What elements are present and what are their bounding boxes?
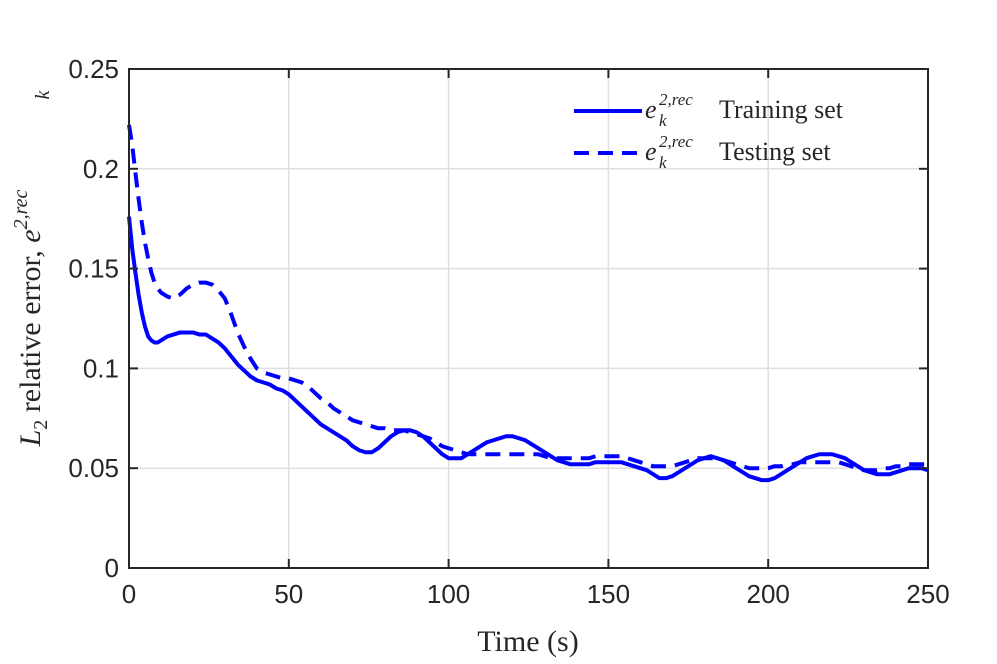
- legend-item-testing: e 2,rec k Testing set: [574, 132, 831, 172]
- series-line-testing: [127, 124, 928, 473]
- x-tick-label: 250: [906, 579, 949, 609]
- y-axis-title: L2 relative error, e2,rec k: [10, 89, 54, 447]
- legend: e 2,rec k Training set e 2,rec k Testing set: [574, 90, 844, 172]
- y-tick-label: 0.2: [83, 154, 119, 184]
- tick-labels: 0 50 100 150 200 250 0 0.05 0.1 0.15 0.2 0.25: [68, 54, 949, 609]
- y-axis-prefix: L: [14, 430, 47, 448]
- axes-box: [128, 68, 929, 569]
- axes: [128, 68, 929, 569]
- grid: [129, 69, 928, 568]
- legend-item-training: e 2,rec k Training set: [574, 90, 844, 130]
- x-tick-label: 50: [274, 579, 303, 609]
- y-tick-label: 0.05: [68, 453, 119, 483]
- y-tick-label: 0.25: [68, 54, 119, 84]
- x-tick-label: 150: [587, 579, 630, 609]
- y-axis-prefix-subscript: 2: [30, 420, 52, 430]
- y-axis-text: relative error,: [14, 243, 47, 420]
- y-axis-symbol-subscript: k: [32, 89, 54, 99]
- plot-area: [129, 69, 928, 568]
- legend-label-testing: e 2,rec k Testing set: [645, 132, 831, 172]
- y-axis-symbol-superscript: 2,rec: [10, 189, 32, 229]
- y-axis-title-text: L2 relative error, e2,rec k: [10, 89, 54, 447]
- x-tick-label: 100: [427, 579, 470, 609]
- y-tick-label: 0.1: [83, 353, 119, 383]
- x-tick-label: 200: [747, 579, 790, 609]
- y-tick-label: 0.15: [68, 254, 119, 284]
- y-tick-label: 0: [105, 553, 119, 583]
- series-line-training: [127, 216, 929, 483]
- x-tick-label: 0: [122, 579, 136, 609]
- legend-label-training: e 2,rec k Training set: [645, 90, 844, 130]
- y-axis-symbol: e: [14, 229, 47, 242]
- x-axis-title: Time (s): [477, 625, 578, 658]
- series-layer: [127, 124, 929, 483]
